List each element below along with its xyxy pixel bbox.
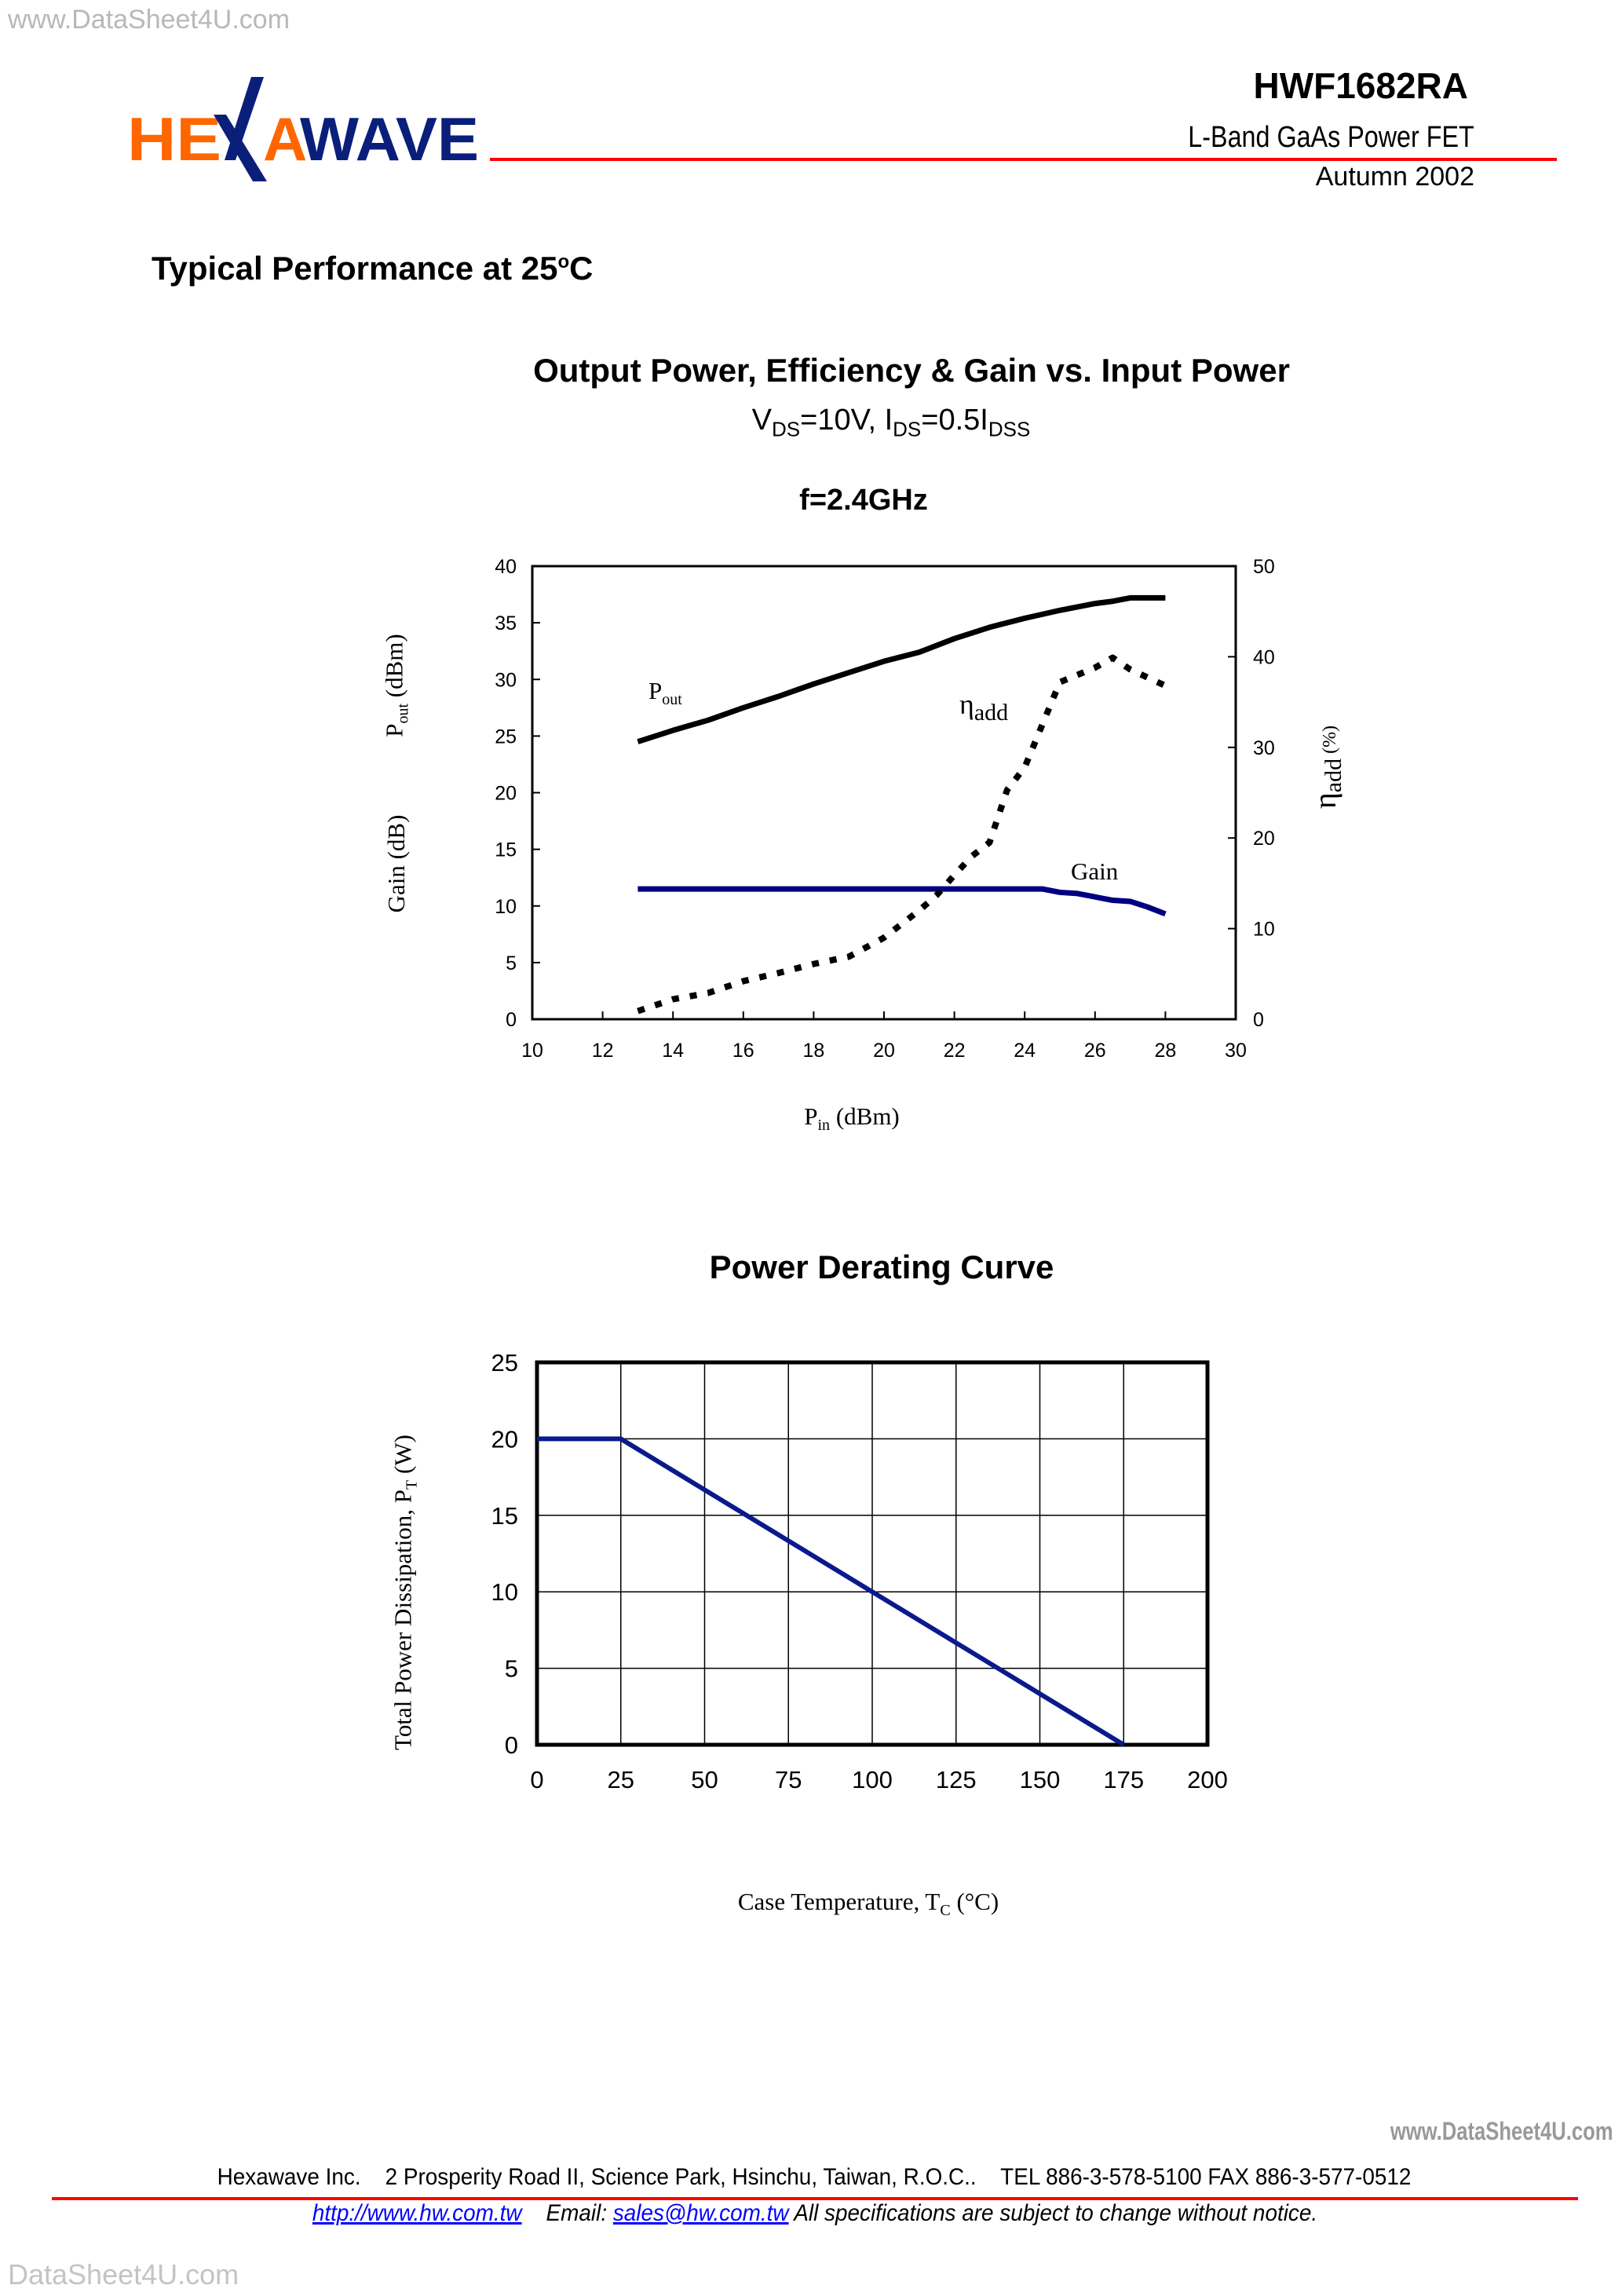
annotation-eta: ηadd xyxy=(959,689,1009,726)
svg-text:WAVE: WAVE xyxy=(300,104,479,174)
x-tick-label: 12 xyxy=(592,1040,614,1062)
x-tick-label: 14 xyxy=(662,1040,684,1062)
y-right-tick-label: 30 xyxy=(1253,737,1275,759)
footer-address: Hexawave Inc. 2 Prosperity Road II, Scie… xyxy=(217,2164,1412,2190)
svg-text:A: A xyxy=(263,104,307,174)
footer-links: http://www.hw.com.tw Email: sales@hw.com… xyxy=(312,2200,1317,2227)
x-tick-label: 24 xyxy=(1014,1040,1036,1062)
x-tick-label: 150 xyxy=(1020,1766,1061,1793)
y-left-tick-label: 0 xyxy=(506,1009,517,1031)
y-left-tick-label: 20 xyxy=(495,783,517,805)
chart2-title: Power Derating Curve xyxy=(709,1249,1054,1285)
email-label: Email: xyxy=(546,2200,608,2226)
y-left-tick-label: 40 xyxy=(495,556,517,578)
y-tick-label: 10 xyxy=(491,1578,518,1606)
annotation-gain: Gain xyxy=(1071,857,1119,885)
y-tick-label: 25 xyxy=(491,1349,518,1377)
x-tick-label: 16 xyxy=(732,1040,754,1062)
y-right-tick-label: 0 xyxy=(1253,1009,1264,1031)
footer-rule xyxy=(52,2197,1578,2200)
x-tick-label: 30 xyxy=(1225,1040,1247,1062)
chart1-subtitle: VDS=10V, IDS=0.5IDSS xyxy=(751,404,1031,441)
x-tick-label: 26 xyxy=(1084,1040,1106,1062)
chart2-xlabel: Case Temperature, TC (°C) xyxy=(737,1888,999,1920)
y-left-tick-label: 30 xyxy=(495,669,517,691)
x-tick-label: 200 xyxy=(1187,1766,1228,1793)
watermark-bottom: DataSheet4U.com xyxy=(8,2258,239,2291)
x-tick-label: 100 xyxy=(852,1766,893,1793)
x-tick-label: 125 xyxy=(936,1766,977,1793)
y-left-tick-label: 10 xyxy=(495,896,517,918)
y-tick-label: 5 xyxy=(505,1655,518,1683)
y-tick-label: 15 xyxy=(491,1502,518,1530)
chart1-condition: f=2.4GHz xyxy=(799,484,928,517)
chart1-xlabel: Pin (dBm) xyxy=(804,1102,900,1135)
y-left-tick-label: 35 xyxy=(495,612,517,634)
y-right-tick-label: 40 xyxy=(1253,646,1275,668)
series-line-derating xyxy=(537,1436,1125,1747)
y-tick-label: 0 xyxy=(505,1731,518,1759)
x-tick-label: 18 xyxy=(802,1040,824,1062)
x-tick-label: 0 xyxy=(530,1766,543,1793)
y-right-tick-label: 20 xyxy=(1253,828,1275,850)
website-link[interactable]: http://www.hw.com.tw xyxy=(312,2200,522,2226)
product-name: L-Band GaAs Power FET xyxy=(1188,121,1474,154)
watermark-top: www.DataSheet4U.com xyxy=(8,5,290,35)
notice: All specifications are subject to change… xyxy=(794,2200,1318,2226)
x-tick-label: 28 xyxy=(1154,1040,1176,1062)
header-rule xyxy=(490,158,1557,161)
watermark-footer: www.DataSheet4U.com xyxy=(1390,2117,1613,2145)
x-tick-label: 75 xyxy=(775,1766,802,1793)
chart1-title: Output Power, Efficiency & Gain vs. Inpu… xyxy=(533,352,1290,389)
annotation-pout: Pout xyxy=(648,677,682,709)
x-tick-label: 25 xyxy=(608,1766,634,1793)
x-tick-label: 50 xyxy=(691,1766,718,1793)
y-left-tick-label: 15 xyxy=(495,839,517,861)
y-left-tick-label: 25 xyxy=(495,726,517,748)
date: Autumn 2002 xyxy=(1315,162,1474,192)
chart2-plot-frame xyxy=(535,1360,1210,1747)
series-line-ηadd xyxy=(637,654,1167,1015)
x-tick-label: 175 xyxy=(1103,1766,1144,1793)
x-tick-label: 20 xyxy=(873,1040,895,1062)
y-right-tick-label: 50 xyxy=(1253,556,1275,578)
chart1-plot-frame xyxy=(531,565,1237,1021)
y-right-tick-label: 10 xyxy=(1253,919,1275,941)
part-number: HWF1682RA xyxy=(1253,65,1468,106)
series-line-gain xyxy=(637,886,1167,917)
svg-text:HE: HE xyxy=(127,104,221,174)
x-tick-label: 22 xyxy=(944,1040,966,1062)
y-tick-label: 20 xyxy=(491,1425,518,1453)
series-line-pout xyxy=(637,594,1166,744)
y-left-tick-label: 5 xyxy=(506,952,517,974)
x-tick-label: 10 xyxy=(521,1040,543,1062)
email-link[interactable]: sales@hw.com.tw xyxy=(612,2200,789,2226)
hexawave-logo: HE A WAVE xyxy=(127,77,479,181)
section-title: Typical Performance at 25oC xyxy=(152,250,594,287)
